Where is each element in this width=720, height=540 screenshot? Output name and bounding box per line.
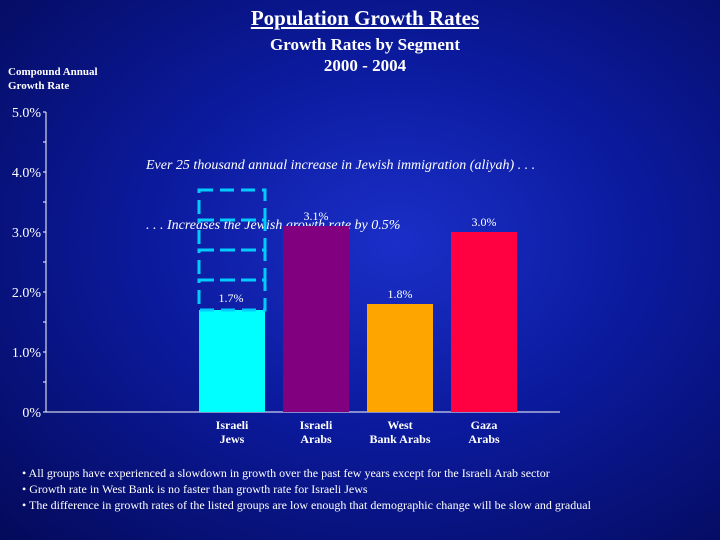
y-tick-label: 3.0% bbox=[12, 226, 42, 241]
subtitle-line-2: 2000 - 2004 bbox=[323, 56, 407, 75]
x-tick-label: Israeli bbox=[216, 418, 249, 432]
y-tick-label: 0% bbox=[22, 406, 41, 421]
bar-value-label: 1.8% bbox=[388, 287, 413, 301]
page-title: Population Growth Rates bbox=[250, 6, 480, 30]
y-tick-label: 5.0% bbox=[12, 106, 42, 121]
x-tick-label: Gaza bbox=[471, 418, 498, 432]
annotation-line-1: Ever 25 thousand annual increase in Jewi… bbox=[146, 158, 536, 173]
x-tick-label: Jews bbox=[220, 432, 245, 446]
bar bbox=[367, 304, 433, 412]
bar bbox=[199, 310, 265, 412]
bar-value-label: 3.1% bbox=[304, 209, 329, 223]
y-axis-label-line-2: Growth Rate bbox=[8, 80, 70, 92]
chart-subtitle: Growth Rates by Segment 2000 - 2004 bbox=[0, 34, 720, 76]
x-tick-label: Bank Arabs bbox=[369, 432, 430, 446]
x-tick-label: West bbox=[387, 418, 412, 432]
bullet-item: • The difference in growth rates of the … bbox=[22, 498, 591, 512]
y-axis-label: Compound Annual Growth Rate bbox=[8, 65, 148, 93]
y-tick-label: 4.0% bbox=[12, 166, 42, 181]
y-tick-label: 2.0% bbox=[12, 286, 42, 301]
immigration-annotation: Ever 25 thousand annual increase in Jewi… bbox=[146, 116, 535, 256]
x-tick-label: Arabs bbox=[300, 432, 332, 446]
bar bbox=[283, 226, 349, 412]
y-tick-label: 1.0% bbox=[12, 346, 42, 361]
bar-value-label: 1.7% bbox=[219, 291, 244, 305]
x-tick-label: Israeli bbox=[300, 418, 333, 432]
projected-growth-segment bbox=[197, 248, 267, 282]
projected-growth-segment bbox=[197, 188, 267, 222]
x-tick-label: Arabs bbox=[468, 432, 500, 446]
y-axis-label-line-1: Compound Annual bbox=[8, 66, 98, 78]
bullet-item: • All groups have experienced a slowdown… bbox=[22, 466, 550, 480]
projected-growth-segment bbox=[197, 218, 267, 252]
bar-value-label: 3.0% bbox=[472, 215, 497, 229]
bullet-item: • Growth rate in West Bank is no faster … bbox=[22, 482, 368, 496]
bar bbox=[451, 232, 517, 412]
subtitle-line-1: Growth Rates by Segment bbox=[270, 35, 460, 54]
bullet-list: • All groups have experienced a slowdown… bbox=[22, 465, 712, 513]
